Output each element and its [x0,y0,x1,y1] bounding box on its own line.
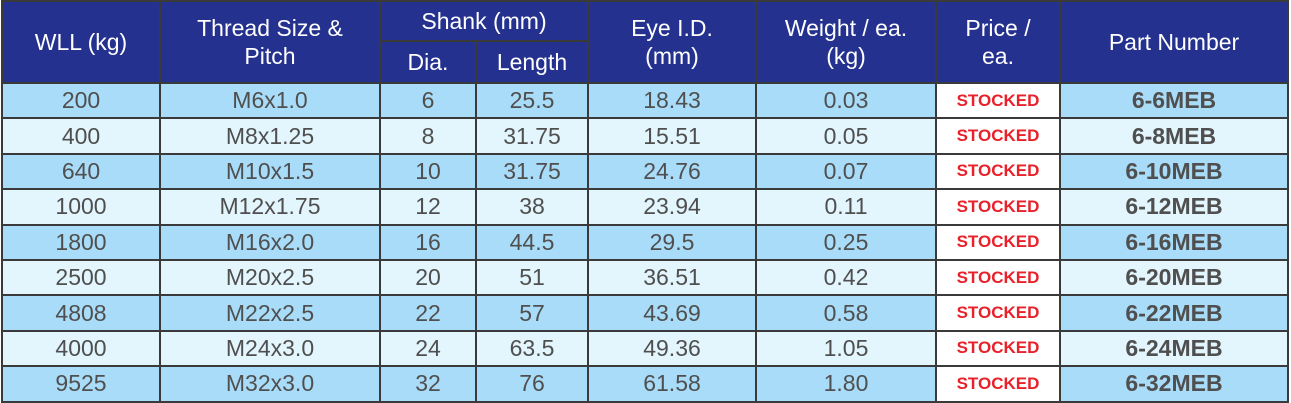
cell-shank-length: 38 [475,188,589,226]
cell-thread: M22x2.5 [159,294,381,332]
cell-wll: 200 [1,81,161,120]
cell-wll: 9525 [1,365,161,403]
cell-shank-dia: 10 [379,152,477,191]
cell-shank-length: 25.5 [475,81,589,120]
cell-thread: M32x3.0 [159,365,381,403]
cell-weight: 0.03 [755,81,937,120]
table-row: 640 M10x1.5 10 31.75 24.76 0.07 STOCKED 6-10MEB [1,152,1289,191]
cell-wll: 1800 [1,223,161,261]
cell-price-stocked: STOCKED [935,188,1061,226]
cell-part-number: 6-16MEB [1059,223,1289,261]
cell-shank-dia: 32 [379,365,477,403]
cell-thread: M6x1.0 [159,81,381,120]
cell-wll: 640 [1,152,161,191]
cell-part-number: 6-32MEB [1059,365,1289,403]
cell-wll: 4000 [1,329,161,368]
cell-eye-id: 23.94 [587,188,757,226]
table-row: 4808 M22x2.5 22 57 43.69 0.58 STOCKED 6-22MEB [1,294,1289,332]
cell-part-number: 6-6MEB [1059,81,1289,120]
cell-weight: 0.11 [755,188,937,226]
cell-weight: 0.05 [755,117,937,155]
cell-wll: 2500 [1,258,161,297]
cell-shank-length: 63.5 [475,329,589,368]
cell-wll: 4808 [1,294,161,332]
cell-thread: M20x2.5 [159,258,381,297]
table-row: 2500 M20x2.5 20 51 36.51 0.42 STOCKED 6-20MEB [1,258,1289,297]
cell-eye-id: 36.51 [587,258,757,297]
cell-price-stocked: STOCKED [935,152,1061,191]
cell-weight: 1.80 [755,365,937,403]
header-shank-length: Length [475,40,589,84]
cell-eye-id: 43.69 [587,294,757,332]
cell-weight: 1.05 [755,329,937,368]
cell-part-number: 6-12MEB [1059,188,1289,226]
cell-price-stocked: STOCKED [935,81,1061,120]
cell-thread: M24x3.0 [159,329,381,368]
header-shank-dia: Dia. [379,40,477,84]
cell-shank-dia: 16 [379,223,477,261]
cell-eye-id: 49.36 [587,329,757,368]
header-eye-id: Eye I.D. (mm) [587,0,757,84]
cell-weight: 0.58 [755,294,937,332]
cell-shank-length: 51 [475,258,589,297]
cell-thread: M8x1.25 [159,117,381,155]
cell-shank-dia: 8 [379,117,477,155]
header-thread: Thread Size & Pitch [159,0,381,84]
cell-price-stocked: STOCKED [935,117,1061,155]
cell-part-number: 6-24MEB [1059,329,1289,368]
header-weight: Weight / ea. (kg) [755,0,937,84]
table-body: 200 M6x1.0 6 25.5 18.43 0.03 STOCKED 6-6MEB 400 M… [1,81,1289,403]
cell-shank-length: 76 [475,365,589,403]
cell-shank-dia: 20 [379,258,477,297]
cell-part-number: 6-8MEB [1059,117,1289,155]
cell-eye-id: 18.43 [587,81,757,120]
header-part-number: Part Number [1059,0,1289,84]
cell-shank-dia: 12 [379,188,477,226]
cell-shank-length: 31.75 [475,152,589,191]
cell-part-number: 6-10MEB [1059,152,1289,191]
cell-weight: 0.25 [755,223,937,261]
cell-wll: 400 [1,117,161,155]
cell-eye-id: 29.5 [587,223,757,261]
cell-weight: 0.07 [755,152,937,191]
cell-price-stocked: STOCKED [935,258,1061,297]
cell-part-number: 6-22MEB [1059,294,1289,332]
cell-part-number: 6-20MEB [1059,258,1289,297]
cell-price-stocked: STOCKED [935,294,1061,332]
cell-thread: M10x1.5 [159,152,381,191]
cell-shank-length: 31.75 [475,117,589,155]
cell-eye-id: 24.76 [587,152,757,191]
header-wll: WLL (kg) [1,0,161,84]
cell-shank-length: 57 [475,294,589,332]
cell-shank-dia: 22 [379,294,477,332]
cell-price-stocked: STOCKED [935,329,1061,368]
cell-thread: M12x1.75 [159,188,381,226]
header-price: Price / ea. [935,0,1061,84]
table-header: WLL (kg) Thread Size & Pitch Shank (mm) … [1,0,1289,84]
header-shank: Shank (mm) [379,0,589,42]
cell-eye-id: 61.58 [587,365,757,403]
table-row: 4000 M24x3.0 24 63.5 49.36 1.05 STOCKED 6-24MEB [1,329,1289,368]
cell-price-stocked: STOCKED [935,365,1061,403]
table-row: 1000 M12x1.75 12 38 23.94 0.11 STOCKED 6-12MEB [1,188,1289,226]
cell-eye-id: 15.51 [587,117,757,155]
table-row: 9525 M32x3.0 32 76 61.58 1.80 STOCKED 6-32MEB [1,365,1289,403]
cell-weight: 0.42 [755,258,937,297]
table-row: 200 M6x1.0 6 25.5 18.43 0.03 STOCKED 6-6MEB [1,81,1289,120]
cell-thread: M16x2.0 [159,223,381,261]
cell-wll: 1000 [1,188,161,226]
cell-price-stocked: STOCKED [935,223,1061,261]
table-row: 1800 M16x2.0 16 44.5 29.5 0.25 STOCKED 6-16MEB [1,223,1289,261]
cell-shank-dia: 24 [379,329,477,368]
cell-shank-dia: 6 [379,81,477,120]
cell-shank-length: 44.5 [475,223,589,261]
table-row: 400 M8x1.25 8 31.75 15.51 0.05 STOCKED 6-8MEB [1,117,1289,155]
